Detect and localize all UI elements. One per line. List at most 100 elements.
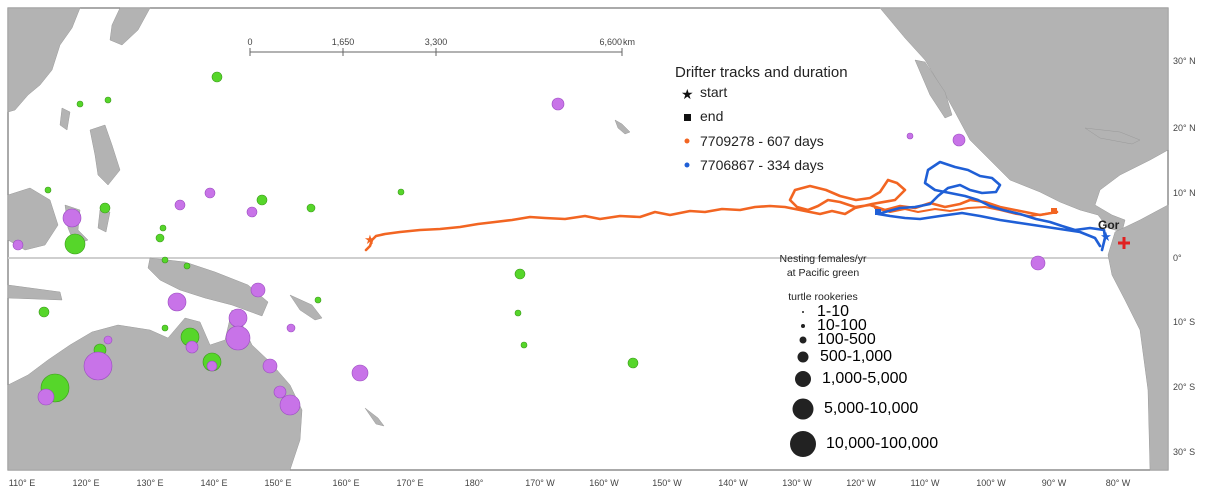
lat-label: 20° N bbox=[1173, 123, 1196, 133]
scale-unit: km bbox=[623, 37, 635, 47]
rookery-purple bbox=[286, 323, 296, 333]
lat-label: 10° N bbox=[1173, 188, 1196, 198]
rookery-green bbox=[183, 262, 191, 270]
rookery-purple bbox=[273, 385, 287, 399]
rookery-green bbox=[306, 203, 316, 213]
rookery-green bbox=[211, 71, 223, 83]
scale-bar: 0 1,650 3,300 6,600 km bbox=[247, 37, 635, 56]
lat-label: 10° S bbox=[1173, 317, 1195, 327]
australia bbox=[7, 309, 303, 471]
lon-label: 130° E bbox=[136, 478, 163, 488]
size-class-dot bbox=[790, 431, 816, 457]
rookery-green bbox=[514, 309, 522, 317]
rookery-purple bbox=[185, 340, 199, 354]
rookery-purple bbox=[37, 388, 55, 406]
rookery-green bbox=[161, 324, 169, 332]
rookery-green bbox=[99, 202, 111, 214]
lon-label: 150° E bbox=[264, 478, 291, 488]
scale-tick-1: 1,650 bbox=[332, 37, 355, 47]
lon-label: 120° W bbox=[846, 478, 876, 488]
size-class-label: 500-1,000 bbox=[820, 348, 892, 365]
drifter-tracks: ★ ★ bbox=[364, 160, 1112, 252]
rookery-green bbox=[155, 233, 165, 243]
rookery-purple bbox=[167, 292, 187, 312]
size-class-label: 10,000-100,000 bbox=[826, 435, 938, 452]
rookery-purple bbox=[952, 133, 966, 147]
south-america bbox=[1107, 204, 1169, 471]
rookery-green bbox=[104, 96, 112, 104]
lon-label: 140° W bbox=[718, 478, 748, 488]
lat-label: 0° bbox=[1173, 253, 1182, 263]
lon-label: 110° E bbox=[9, 478, 35, 488]
size-class-label: 100-500 bbox=[817, 331, 876, 348]
lon-label: 130° W bbox=[782, 478, 812, 488]
rookery-purple bbox=[906, 132, 914, 140]
rookery-purple bbox=[204, 187, 216, 199]
legend-swatch-blue bbox=[684, 162, 690, 168]
philippines bbox=[89, 124, 121, 186]
lon-label: 160° W bbox=[589, 478, 619, 488]
new-caledonia bbox=[364, 407, 385, 427]
rookery-purple bbox=[1030, 255, 1046, 271]
borneo bbox=[7, 187, 59, 251]
scale-tick-0: 0 bbox=[247, 37, 252, 47]
rookery-green bbox=[44, 186, 52, 194]
lon-label: 140° E bbox=[200, 478, 227, 488]
north-america bbox=[879, 7, 1169, 233]
cuba bbox=[1084, 127, 1141, 145]
square-icon bbox=[684, 114, 691, 121]
rookery-purple bbox=[351, 364, 369, 382]
start-marker: ★ bbox=[364, 232, 376, 247]
size-class-dot bbox=[795, 371, 811, 387]
lon-label: 110° W bbox=[911, 478, 940, 488]
new-guinea bbox=[147, 257, 269, 317]
rookery-green bbox=[159, 224, 167, 232]
star-icon: ★ bbox=[681, 86, 694, 102]
rookery-green bbox=[627, 357, 639, 369]
rookery-green bbox=[38, 306, 50, 318]
baja-california bbox=[914, 59, 953, 119]
legend-title: Drifter tracks and duration bbox=[675, 64, 848, 81]
rookery-purple bbox=[246, 206, 258, 218]
rookery-green bbox=[514, 268, 526, 280]
lon-label: 150° W bbox=[652, 478, 682, 488]
taiwan bbox=[59, 107, 71, 131]
size-class-dot bbox=[797, 351, 809, 363]
lon-label: 90° W bbox=[1042, 478, 1067, 488]
legend-end-label: end bbox=[700, 108, 723, 124]
lat-label: 30° S bbox=[1173, 447, 1195, 457]
rookery-purple bbox=[103, 335, 113, 345]
asia-mainland bbox=[7, 7, 81, 113]
lon-label: 120° E bbox=[72, 478, 99, 488]
end-marker bbox=[1051, 208, 1057, 214]
size-class-dot bbox=[792, 398, 814, 420]
rookery-green bbox=[520, 341, 528, 349]
lon-label: 80° W bbox=[1106, 478, 1131, 488]
end-marker bbox=[875, 209, 881, 215]
size-legend: Nesting females/yr at Pacific green turt… bbox=[780, 253, 938, 457]
lon-label: 170° E bbox=[396, 478, 423, 488]
legend-track-1-label: 7709278 - 607 days bbox=[700, 133, 824, 149]
size-class-dot bbox=[802, 311, 804, 313]
java-sumbawa bbox=[7, 284, 63, 301]
size-class-label: 1,000-5,000 bbox=[822, 370, 908, 387]
size-class-dot bbox=[801, 324, 805, 328]
rookeries bbox=[12, 71, 1046, 416]
rookery-purple bbox=[83, 351, 113, 381]
rookery-purple bbox=[12, 239, 24, 251]
size-legend-title-3: turtle rookeries bbox=[788, 291, 857, 303]
rookery-purple bbox=[228, 308, 248, 328]
size-legend-title-2: at Pacific green bbox=[787, 267, 860, 279]
rookery-purple bbox=[250, 282, 266, 298]
size-legend-title-1: Nesting females/yr bbox=[780, 253, 867, 265]
rookery-purple bbox=[551, 97, 565, 111]
track-7706867 bbox=[876, 160, 1107, 252]
legend-track-2-label: 7706867 - 334 days bbox=[700, 157, 824, 173]
rookery-purple bbox=[262, 358, 278, 374]
hawaii bbox=[614, 119, 631, 135]
rookery-green bbox=[64, 233, 86, 255]
scale-tick-2: 3,300 bbox=[425, 37, 448, 47]
lat-label: 20° S bbox=[1173, 382, 1195, 392]
rookery-green bbox=[256, 194, 268, 206]
rookery-purple bbox=[225, 325, 251, 351]
